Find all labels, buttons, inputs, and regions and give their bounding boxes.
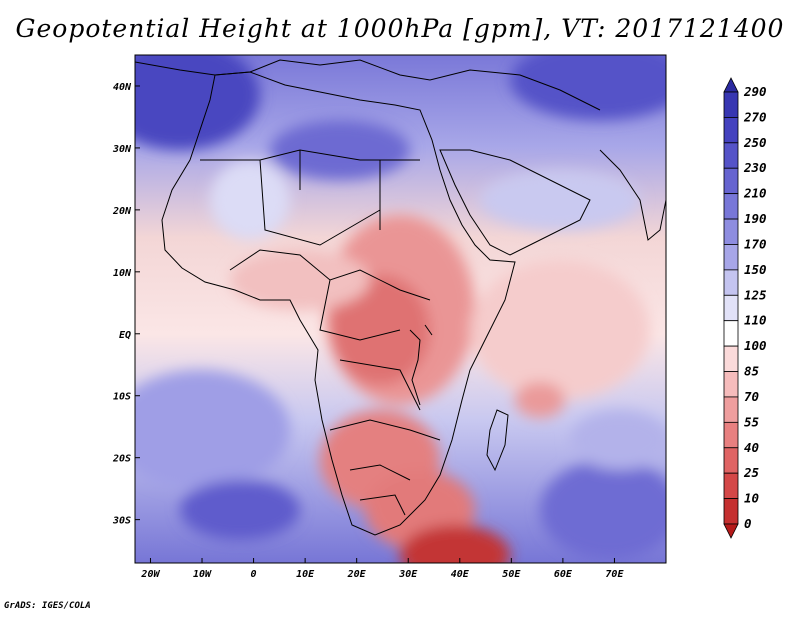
colorbar-label: 100	[744, 338, 767, 353]
map-title: Geopotential Height at 1000hPa [gpm], VT…	[15, 14, 785, 43]
lon-tick-label: 10W	[193, 569, 212, 580]
colorbar-label: 40	[744, 440, 759, 455]
colorbar-label: 290	[743, 84, 767, 99]
colorbar-label: 70	[744, 389, 759, 404]
colorbar-label: 110	[744, 313, 767, 328]
colorbar-bottom-arrow	[723, 523, 739, 539]
lat-tick-label: 10N	[113, 268, 132, 279]
blob-sahel	[230, 250, 370, 310]
colorbar-label: 270	[743, 109, 767, 124]
height-field	[135, 55, 666, 563]
colorbar-label: 170	[744, 236, 767, 251]
lon-tick-label: 10E	[296, 569, 315, 580]
colorbar-swatch	[723, 244, 739, 271]
blob-mascarene-high	[540, 460, 666, 560]
lon-tick-label: 0	[251, 569, 257, 580]
lon-tick-label: 40E	[451, 569, 470, 580]
lon-tick-label: 70E	[605, 569, 624, 580]
lon-axis: 20W 10W 0 10E 20E 30E 40E 50E 60E 70E	[140, 558, 624, 580]
colorbar-top-arrow	[723, 77, 739, 93]
blob-st-helena-high	[180, 480, 300, 540]
lat-tick-label: 20N	[112, 206, 132, 217]
blob-indian-south	[570, 410, 666, 470]
blob-indian-spot	[515, 382, 565, 418]
colorbar-swatch	[723, 294, 739, 322]
lat-axis: 40N 30N 20N 10N EQ 10S 20S 30S	[112, 82, 140, 527]
colorbar-swatch	[723, 396, 739, 423]
colorbar-swatch	[723, 269, 739, 296]
colorbar-swatch	[723, 421, 739, 449]
lat-tick-label: 30S	[112, 516, 131, 527]
colorbar-swatch	[723, 142, 739, 169]
coastlines	[135, 59, 666, 536]
border-south	[329, 419, 441, 516]
arabian-peninsula	[439, 149, 591, 256]
colorbar-swatch	[723, 447, 739, 474]
blob-congo	[330, 275, 430, 385]
colorbar-swatch	[723, 371, 739, 398]
colorbar-swatch	[723, 167, 739, 195]
lon-tick-label: 20E	[347, 569, 367, 580]
colorbar-label: 0	[744, 516, 752, 531]
colorbar-label: 150	[744, 262, 767, 277]
lat-tick-label: EQ	[119, 330, 131, 341]
lon-tick-label: 30E	[398, 569, 418, 580]
lat-tick-label: 40N	[113, 82, 132, 93]
blob-arabian	[480, 170, 640, 230]
blob-south-atlantic	[135, 370, 290, 490]
colorbar-label: 230	[743, 160, 767, 175]
great-lakes	[409, 324, 433, 406]
blob-libya	[270, 120, 410, 180]
colorbar-label: 85	[744, 364, 760, 379]
colorbar-swatch	[723, 498, 739, 525]
colorbar: 2902702502302101901701501251101008570554…	[723, 77, 767, 539]
colorbar-swatch	[723, 117, 739, 144]
colorbar-swatch	[723, 320, 739, 347]
border-central	[229, 249, 431, 411]
colorbar-label: 190	[744, 211, 767, 226]
colorbar-swatch	[723, 472, 739, 499]
blob-deep-low	[400, 525, 510, 563]
colorbar-swatch	[723, 91, 739, 118]
blob-asia-low	[510, 55, 666, 120]
lat-tick-label: 30N	[112, 144, 132, 155]
lon-tick-label: 50E	[502, 569, 521, 580]
africa-coastline	[161, 71, 516, 536]
lon-tick-label: 20W	[140, 569, 160, 580]
madagascar	[486, 409, 509, 472]
credit-text: GrADS: IGES/COLA	[4, 601, 91, 611]
colorbar-label: 25	[743, 465, 760, 480]
blob-atlantic-low	[135, 55, 260, 150]
lat-tick-label: 20S	[112, 454, 131, 465]
border-sahara	[200, 149, 420, 246]
colorbar-label: 125	[744, 287, 767, 302]
lon-tick-label: 60E	[554, 569, 573, 580]
europe-coast	[135, 59, 601, 111]
lat-tick-label: 10S	[113, 392, 131, 403]
colorbar-swatch	[723, 345, 739, 372]
colorbar-swatch	[723, 218, 739, 245]
blob-indian-ocean	[470, 260, 650, 400]
colorbar-label: 250	[743, 135, 767, 150]
plot-frame	[134, 54, 667, 564]
blob-sahara	[210, 160, 290, 240]
colorbar-label: 55	[744, 414, 760, 429]
colorbar-label: 10	[744, 491, 759, 506]
colorbar-label: 210	[743, 186, 767, 201]
india-coast	[599, 149, 666, 241]
colorbar-swatch	[723, 193, 739, 220]
